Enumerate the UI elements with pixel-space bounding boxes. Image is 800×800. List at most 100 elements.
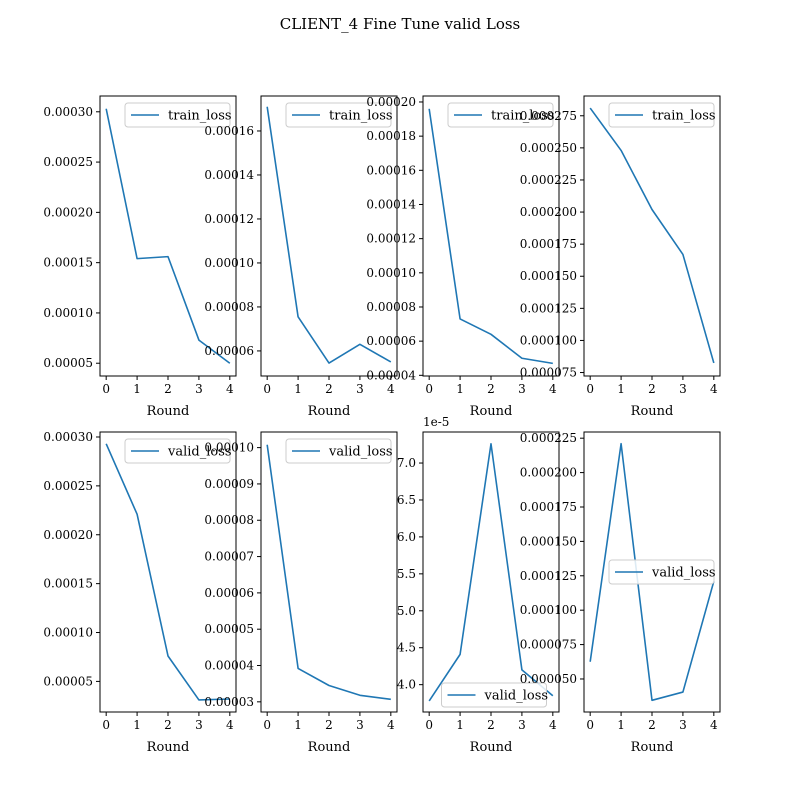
y-tick-label: 0.00005 [204,622,254,636]
x-tick-label: 2 [164,382,172,396]
y-tick-label: 0.000150 [520,534,577,548]
legend-label: valid_loss [328,445,393,460]
y-tick-label: 0.00030 [43,430,93,444]
x-tick-label: 4 [226,382,234,396]
y-tick-label: 0.00008 [204,513,254,527]
y-tick-label: 0.000100 [520,333,577,347]
y-tick-label: 0.00010 [204,256,254,270]
y-tick-label: 0.000050 [520,672,577,686]
y-tick-label: 0.000100 [520,603,577,617]
y-tick-label: 0.00025 [43,155,93,169]
legend: valid_loss [285,438,393,464]
x-tick-label: 3 [679,382,687,396]
legend: train_loss [124,102,232,128]
x-tick-label: 1 [617,382,625,396]
x-axis-label: Round [470,740,513,755]
y-tick-label: 0.00018 [366,129,416,143]
y-tick-label: 0.00020 [43,528,93,542]
x-tick-label: 1 [617,718,625,732]
subplot-2: 0 1 2 3 4 0.00006 0.00008 0.00010 0.00012 0.00014… [204,95,398,419]
x-tick-label: 3 [518,718,526,732]
legend: train_loss [608,102,716,128]
legend-box [608,559,715,585]
y-tick-label: 0.00010 [204,441,254,455]
y-tick-label: 6.5 [397,493,416,507]
y-tick-label: 0.000250 [520,141,577,155]
x-tick-label: 4 [387,718,395,732]
legend-box [608,102,715,128]
x-tick-label: 2 [487,382,495,396]
x-tick-label: 4 [387,382,395,396]
x-tick-label: 2 [487,718,495,732]
y-tick-label: 0.00008 [204,300,254,314]
legend-box [285,438,392,464]
y-tick-label: 4.0 [397,678,416,692]
subplot-1: 0 1 2 3 4 0.00005 0.00010 0.00015 0.00020 0.00025… [43,95,237,419]
x-tick-label: 4 [226,718,234,732]
x-axis-label: Round [308,404,351,419]
y-tick-label: 0.00006 [204,344,254,358]
x-tick-label: 2 [164,718,172,732]
y-tick-label: 5.0 [397,604,416,618]
y-tick-label: 0.00006 [366,334,416,348]
x-axis-label: Round [308,740,351,755]
x-tick-label: 4 [549,382,557,396]
x-axis-label: Round [470,404,513,419]
y-tick-label: 0.00010 [43,626,93,640]
x-tick-label: 3 [356,382,364,396]
y-tick-label: 0.000225 [520,173,577,187]
x-tick-label: 1 [294,718,302,732]
x-tick-label: 3 [518,382,526,396]
y-tick-label: 0.00014 [204,168,254,182]
x-tick-label: 1 [133,382,141,396]
y-tick-label: 0.000075 [520,366,577,380]
x-tick-label: 0 [102,382,110,396]
y-tick-label: 0.000175 [520,237,577,251]
x-tick-label: 1 [456,382,464,396]
legend-box [124,102,231,128]
y-tick-label: 0.00030 [43,105,93,119]
y-tick-label: 4.5 [397,641,416,655]
legend-box [447,102,554,128]
y-tick-label: 0.000150 [520,269,577,283]
y-tick-label: 0.00004 [366,368,416,382]
y-tick-label: 0.000175 [520,500,577,514]
legend-box [285,102,392,128]
x-tick-label: 3 [195,718,203,732]
subplot-6: 0 1 2 3 4 0.00003 0.00004 0.00005 0.00006 0.00007… [204,431,398,755]
y-tick-label: 0.00005 [43,674,93,688]
legend-label: valid_loss [651,566,716,581]
y-tick-label: 0.000275 [520,109,577,123]
y-tick-label: 0.00010 [43,306,93,320]
legend: valid_loss [608,559,716,585]
y-tick-label: 0.00009 [204,477,254,491]
y-tick-label: 0.00003 [204,695,254,709]
subplot-8: 0 1 2 3 4 0.000050 0.000075 0.000100 0.000125 0.0… [520,431,721,755]
x-axis-label: Round [147,740,190,755]
legend: valid_loss [441,682,549,708]
x-tick-label: 2 [325,718,333,732]
x-tick-label: 1 [456,718,464,732]
x-tick-label: 2 [648,718,656,732]
y-tick-label: 0.00007 [204,550,254,564]
x-tick-label: 2 [325,382,333,396]
legend-label: valid_loss [484,689,549,704]
y-tick-label: 0.00014 [366,197,416,211]
y-tick-label: 0.00006 [204,586,254,600]
legend: valid_loss [124,438,232,464]
legend: train_loss [447,102,555,128]
y-tick-label: 0.00016 [204,124,254,138]
y-tick-label: 0.00020 [366,95,416,109]
x-tick-label: 0 [586,718,594,732]
y-tick-label: 0.000075 [520,638,577,652]
subplot-grid: 0 1 2 3 4 0.00005 0.00010 0.00015 0.00020 0.00025… [43,95,721,755]
x-tick-label: 0 [263,718,271,732]
x-tick-label: 1 [294,382,302,396]
y-tick-label: 0.000125 [520,301,577,315]
x-tick-label: 0 [263,382,271,396]
x-tick-label: 3 [195,382,203,396]
y-tick-label: 0.00010 [366,266,416,280]
y-tick-label: 0.00015 [43,577,93,591]
